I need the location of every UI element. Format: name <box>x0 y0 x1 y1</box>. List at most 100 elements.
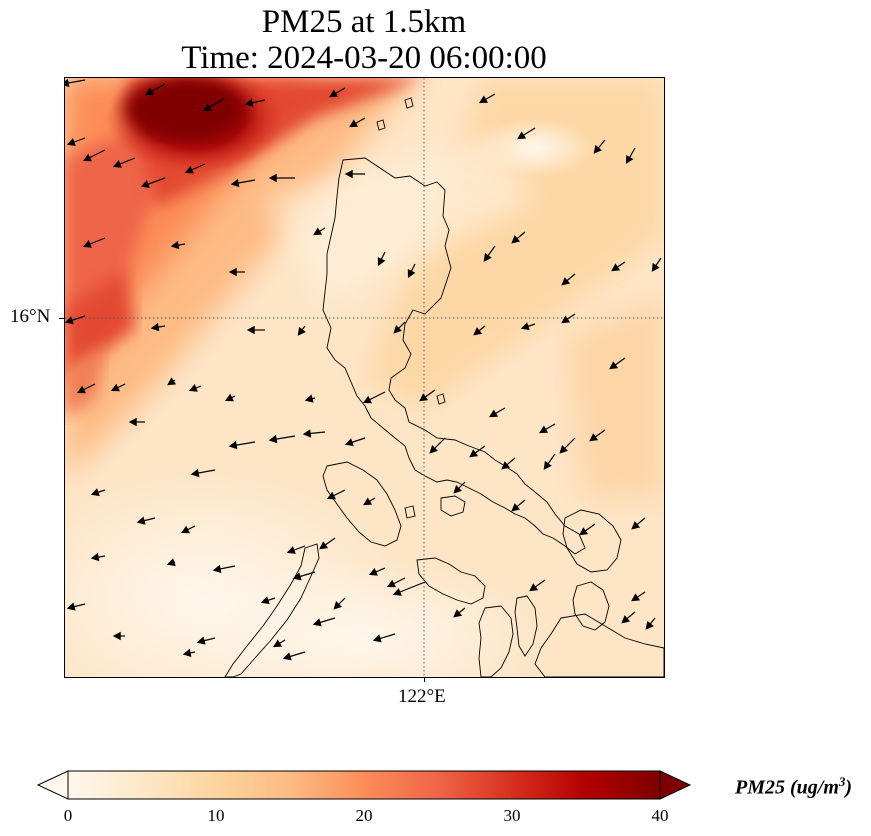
wind-vector-head <box>228 267 237 277</box>
wind-vector-head <box>377 257 386 267</box>
wind-vector-head <box>140 180 150 188</box>
wind-vector-head <box>286 546 296 554</box>
wind-vector-head <box>392 587 402 596</box>
wind-vector-head <box>429 444 439 454</box>
wind-vector-head <box>188 383 198 392</box>
wind-vector-head <box>302 429 312 438</box>
wind-vector-head <box>90 488 100 497</box>
wind-vector-head <box>333 600 343 610</box>
lon-label-122e: 122°E <box>398 686 446 707</box>
wind-vector-head <box>362 395 372 404</box>
wind-vector-head <box>273 639 283 648</box>
wind-vector-head <box>511 235 521 244</box>
wind-vector-head <box>292 572 302 581</box>
wind-vector-head <box>166 558 176 567</box>
panay-coastline <box>416 557 486 605</box>
wind-vector-head <box>112 159 122 168</box>
wind-vector-head <box>203 103 213 112</box>
wind-vector-head <box>625 154 634 164</box>
lat-tick <box>59 318 64 319</box>
wind-vector-head <box>190 468 200 478</box>
wind-vector-head <box>579 527 589 536</box>
wind-vector-head <box>631 593 641 602</box>
wind-vector-head <box>419 393 429 402</box>
colorbar-extend-low <box>36 770 69 800</box>
wind-vector-head <box>212 564 222 573</box>
wind-vector-head <box>407 269 416 279</box>
wind-vector-head <box>520 322 530 331</box>
colorbar-label: PM25 (ug/m3) <box>735 774 853 799</box>
wind-vector-head <box>609 361 619 370</box>
wind-vector-head <box>304 394 314 403</box>
wind-vector-head <box>180 525 190 534</box>
wind-vector-head <box>479 95 489 104</box>
wind-vector-head <box>282 652 292 661</box>
wind-vector-head <box>196 636 206 645</box>
islet-mid <box>404 505 416 519</box>
wind-vector-head <box>136 516 146 525</box>
wind-vector-head <box>230 178 240 188</box>
wind-vector-head <box>611 263 621 272</box>
wind-vector-head <box>329 89 339 98</box>
wind-vector-head <box>66 602 76 611</box>
wind-vector-head <box>559 444 569 454</box>
wind-vector-head <box>386 579 396 588</box>
islet-north <box>376 119 386 131</box>
wind-vector-head <box>489 409 499 418</box>
wind-vector-head <box>144 87 155 96</box>
map-title-variable: PM25 at 1.5km <box>261 4 467 40</box>
wind-vectors <box>65 78 662 661</box>
islet-east <box>436 393 446 405</box>
wind-vector-head <box>517 131 527 140</box>
colorbar-extend-high <box>659 770 692 800</box>
wind-vector-head <box>453 484 463 494</box>
cebu-bohol-coastline <box>514 595 538 657</box>
wind-vector-head <box>393 324 403 334</box>
wind-vector-head <box>246 325 255 335</box>
colorbar-gradient <box>67 770 661 800</box>
wind-vector-head <box>589 433 599 442</box>
colorbar-tick-label: 20 <box>355 806 373 825</box>
wind-vector-head <box>326 491 336 500</box>
wind-vector-head <box>182 648 192 657</box>
wind-vector-head <box>349 119 359 128</box>
colorbar-tick-label: 0 <box>63 806 73 825</box>
luzon-coastline <box>322 157 586 555</box>
wind-vector-head <box>561 315 571 324</box>
colorbar-tick-label: 40 <box>651 806 669 825</box>
wind-vector-head <box>167 377 177 386</box>
wind-vector-head <box>260 596 270 605</box>
marinduque-coastline <box>440 495 466 517</box>
wind-vector-head <box>112 631 121 641</box>
wind-vector-head <box>511 503 521 512</box>
colorbar <box>36 770 692 800</box>
wind-vector-head <box>184 165 194 174</box>
wind-vector-head <box>65 78 70 88</box>
wind-vector-head <box>344 169 353 179</box>
wind-vector-head <box>228 440 238 450</box>
wind-vector-head <box>621 615 631 624</box>
samar-coastline <box>562 509 622 573</box>
colorbar-tick-label: 30 <box>503 806 521 825</box>
wind-vector-head <box>645 620 654 630</box>
negros-coastline <box>478 605 514 677</box>
lon-tick <box>424 677 425 682</box>
wind-vector-head <box>543 460 552 470</box>
mindanao-coastline <box>534 613 664 677</box>
wind-vector-head <box>110 383 120 392</box>
wind-vector-head <box>313 227 323 236</box>
wind-vector-head <box>529 583 539 592</box>
map-title-time: Time: 2024-03-20 06:00:00 <box>181 40 547 76</box>
wind-vector-head <box>539 425 549 434</box>
wind-vector-head <box>363 497 373 506</box>
wind-vector-head <box>453 609 463 618</box>
wind-vector-head <box>483 252 492 262</box>
wind-vector-head <box>312 618 322 627</box>
wind-vector-head <box>268 173 277 183</box>
wind-vector-head <box>473 327 483 336</box>
wind-vector-head <box>150 322 160 332</box>
wind-vector-head <box>297 326 306 336</box>
islet-north-2 <box>404 97 414 109</box>
wind-vector-head <box>368 567 378 576</box>
wind-vector-head <box>319 541 329 550</box>
